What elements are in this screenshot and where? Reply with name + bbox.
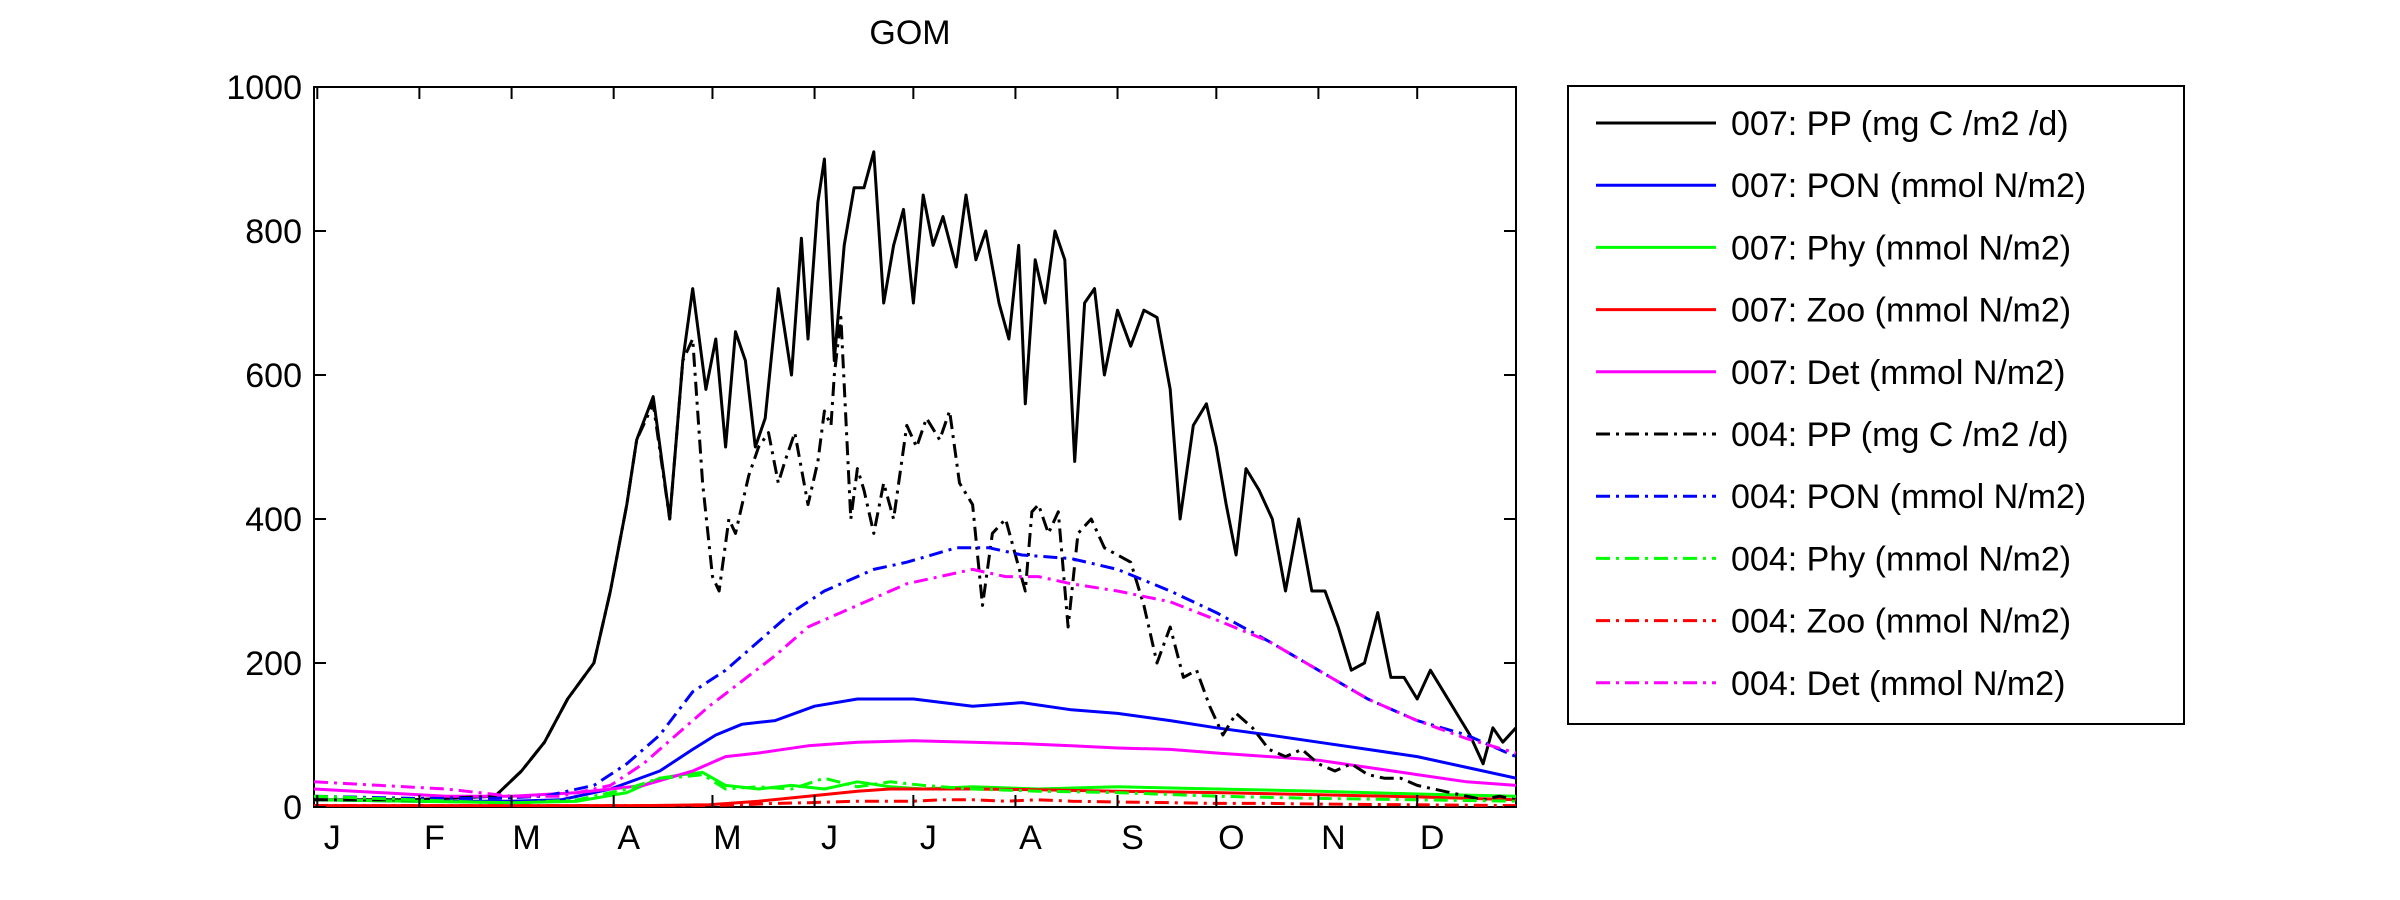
x-tick-label: M <box>713 819 741 857</box>
legend-label-1: 007: PP (mg C /m2 /d) <box>1731 105 2069 143</box>
x-tick-label: N <box>1321 819 1346 857</box>
x-tick-label: O <box>1218 819 1244 857</box>
axes-box <box>313 86 1517 808</box>
legend-label-8: 004: Phy (mmol N/m2) <box>1731 540 2071 578</box>
x-tick-label: A <box>1019 819 1042 857</box>
series-line-5 <box>314 739 1516 798</box>
y-tick-label: 200 <box>245 645 302 683</box>
series-line-9 <box>314 798 1516 807</box>
legend-label-9: 004: Zoo (mmol N/m2) <box>1731 603 2071 641</box>
x-tick-label: A <box>617 819 640 857</box>
x-tick-label: F <box>424 819 445 857</box>
legend-label-3: 007: Phy (mmol N/m2) <box>1731 229 2071 267</box>
x-tick-label: J <box>920 819 937 857</box>
y-tick-label: 0 <box>283 789 302 827</box>
series-line-7 <box>314 546 1516 800</box>
legend-label-7: 004: PON (mmol N/m2) <box>1731 478 2086 516</box>
series-line-10 <box>314 567 1516 798</box>
y-tick-label: 600 <box>245 357 302 395</box>
plot-area: 0 200 400 600 800 1000 J F M A M J J A S O N D <box>226 69 1517 857</box>
legend-label-5: 007: Det (mmol N/m2) <box>1731 354 2065 392</box>
legend-label-4: 007: Zoo (mmol N/m2) <box>1731 292 2071 330</box>
series-layer <box>314 150 1516 807</box>
x-tick-label: S <box>1121 819 1144 857</box>
legend-label-2: 007: PON (mmol N/m2) <box>1731 167 2086 205</box>
y-tick-label: 1000 <box>226 69 302 107</box>
series-line-3 <box>314 770 1516 805</box>
legend: 007: PP (mg C /m2 /d) 007: PON (mmol N/m2… <box>1567 85 2185 725</box>
y-tick-label: 400 <box>245 501 302 539</box>
x-tick-label: J <box>821 819 838 857</box>
x-tick-label: D <box>1420 819 1445 857</box>
legend-box <box>1567 85 2185 725</box>
legend-label-10: 004: Det (mmol N/m2) <box>1731 665 2065 703</box>
series-line-1 <box>314 150 1516 802</box>
y-tick-label: 800 <box>245 213 302 251</box>
series-line-4 <box>314 787 1516 807</box>
chart-title: GOM <box>869 14 950 52</box>
x-tick-label: M <box>512 819 540 857</box>
y-axis: 0 200 400 600 800 1000 <box>226 69 1516 827</box>
x-tick-label: J <box>324 819 341 857</box>
series-line-8 <box>314 773 1516 805</box>
series-line-6 <box>314 315 1516 802</box>
legend-label-6: 004: PP (mg C /m2 /d) <box>1731 416 2069 454</box>
